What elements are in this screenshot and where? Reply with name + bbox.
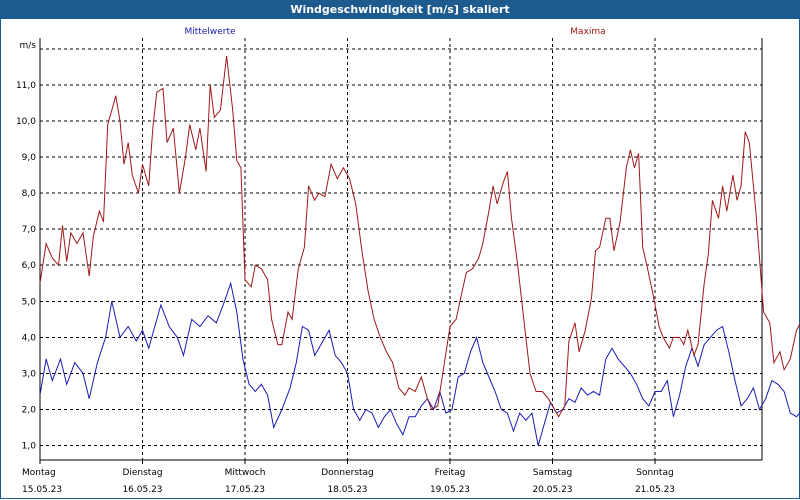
y-axis-unit: m/s xyxy=(20,41,37,51)
y-tick-label: 11,0 xyxy=(16,81,36,91)
x-tick-date: 15.05.23 xyxy=(22,485,62,495)
x-tick-date: 16.05.23 xyxy=(122,485,162,495)
y-tick-label: 9,0 xyxy=(22,153,37,163)
y-tick-label: 2,0 xyxy=(22,406,37,416)
chart-legend: Mittelwerte Maxima xyxy=(184,27,605,37)
y-tick-label: 6,0 xyxy=(22,261,37,271)
x-tick-date: 21.05.23 xyxy=(635,485,675,495)
series-line-maxima xyxy=(39,55,800,418)
legend-maxima: Maxima xyxy=(570,27,605,37)
y-tick-label: 5,0 xyxy=(22,297,37,307)
x-tick-date: 17.05.23 xyxy=(225,485,265,495)
y-tick-label: 1,0 xyxy=(22,442,37,452)
y-tick-label: 3,0 xyxy=(22,369,37,379)
x-tick-date: 19.05.23 xyxy=(430,485,470,495)
y-tick-label: 4,0 xyxy=(22,333,37,343)
legend-mittelwerte: Mittelwerte xyxy=(184,27,235,37)
series-lines xyxy=(39,55,800,446)
series-line-mittelwerte xyxy=(39,281,800,446)
x-tick-date: 18.05.23 xyxy=(327,485,367,495)
x-tick-weekday: Dienstag xyxy=(122,468,162,478)
window-title: Windgeschwindigkeit [m/s] skaliert xyxy=(0,0,800,19)
y-tick-label: 10,0 xyxy=(16,117,36,127)
y-axis-labels: 1,0 2,0 3,0 4,0 5,0 6,0 7,0 8,0 9,0 10,0 11,0 m/s xyxy=(16,41,36,452)
x-tick-weekday: Freitag xyxy=(435,468,466,478)
x-tick-weekday: Sonntag xyxy=(636,468,673,478)
x-tick-weekday: Mittwoch xyxy=(225,468,266,478)
x-axis-labels: Montag 15.05.23 Dienstag 16.05.23 Mittwoch 17… xyxy=(22,468,675,495)
x-tick-weekday: Montag xyxy=(22,468,56,478)
y-tick-label: 8,0 xyxy=(22,189,37,199)
x-tick-weekday: Donnerstag xyxy=(321,468,374,478)
x-tick-weekday: Samstag xyxy=(533,468,572,478)
chart-grid xyxy=(40,38,762,460)
x-tick-date: 20.05.23 xyxy=(532,485,572,495)
chart-axes xyxy=(39,38,763,464)
y-tick-label: 7,0 xyxy=(22,225,37,235)
